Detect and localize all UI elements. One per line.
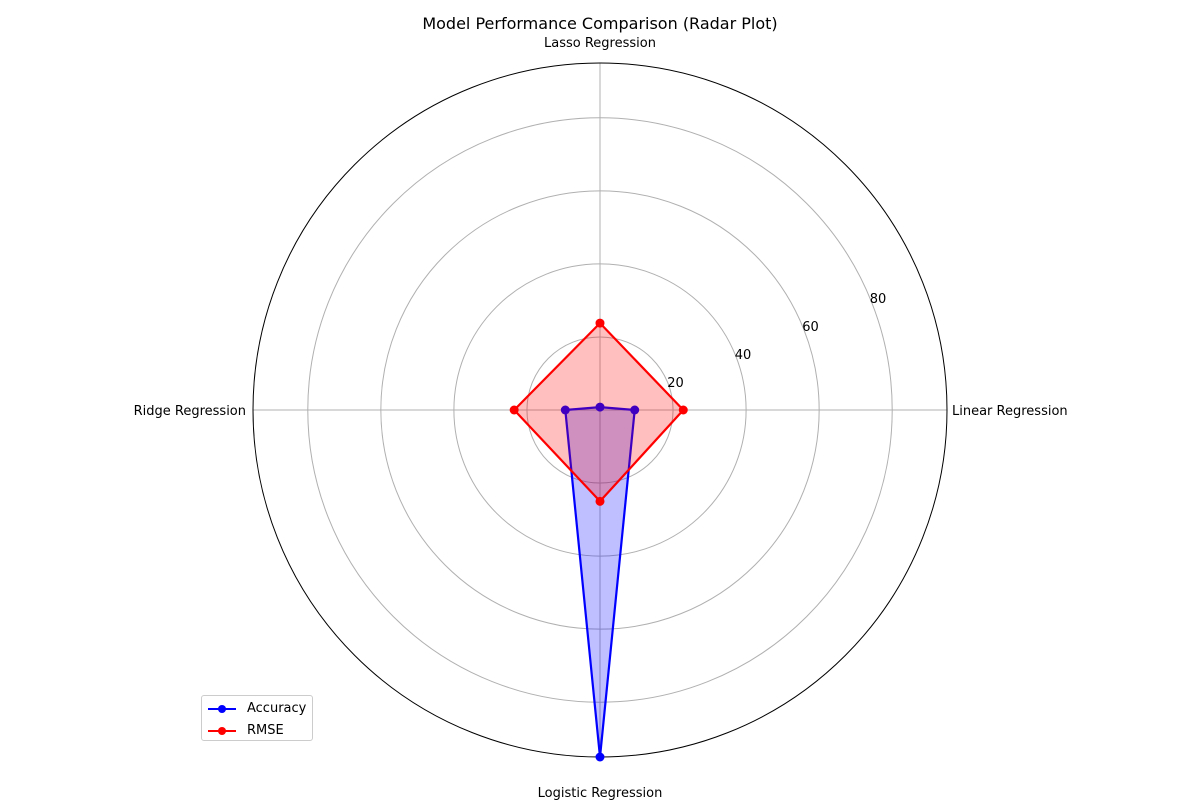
category-label-1: Lasso Regression (544, 36, 656, 51)
legend-item-rmse: RMSE (202, 721, 312, 741)
series-0-point-2 (560, 405, 570, 415)
series-fill-0 (565, 407, 635, 757)
category-label-3: Logistic Regression (538, 786, 663, 800)
series-0-point-3 (595, 752, 605, 762)
legend-label-rmse: RMSE (247, 723, 284, 738)
chart-title: Model Performance Comparison (Radar Plot… (422, 14, 777, 33)
radial-tick-label-60: 60 (802, 320, 819, 335)
legend-item-accuracy: Accuracy (202, 699, 312, 719)
category-label-0: Linear Regression (952, 404, 1068, 419)
legend-label-accuracy: Accuracy (247, 701, 307, 716)
series-1-point-2 (509, 405, 519, 415)
series-0-point-0 (630, 405, 640, 415)
radial-tick-label-40: 40 (735, 348, 752, 363)
series-0-point-1 (595, 402, 605, 412)
radial-tick-label-20: 20 (667, 376, 684, 391)
legend-marker-accuracy (218, 705, 226, 713)
series-1-point-1 (595, 318, 605, 328)
series-1-point-3 (595, 496, 605, 506)
series-1-point-0 (678, 405, 688, 415)
legend-marker-rmse (218, 727, 226, 735)
category-label-2: Ridge Regression (134, 404, 246, 419)
chart-legend: Accuracy RMSE (201, 695, 313, 741)
radial-tick-label-80: 80 (870, 292, 887, 307)
series-fill-1 (514, 323, 684, 502)
